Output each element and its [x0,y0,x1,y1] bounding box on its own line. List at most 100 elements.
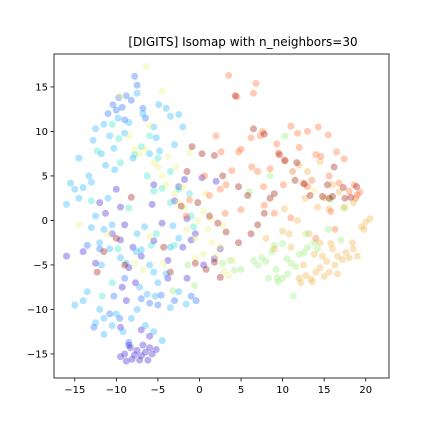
data-point [137,352,145,360]
data-point [127,314,135,322]
data-point [108,221,116,229]
data-point [175,183,183,191]
data-point [158,337,166,345]
data-point [131,351,139,359]
data-point [114,245,122,253]
data-point [316,264,324,272]
data-point [219,259,227,267]
data-point [125,338,133,346]
data-point [294,129,302,137]
data-point [252,79,260,87]
data-point [79,184,87,191]
data-point [341,203,349,211]
data-point [75,154,83,162]
data-point [67,179,75,187]
data-point [335,188,343,196]
data-point [92,319,100,327]
data-point [102,161,109,169]
data-point [121,129,129,137]
data-point [329,181,336,189]
data-point [131,145,139,153]
x-tick-label: 5 [238,385,244,396]
data-point [104,230,112,238]
data-point [118,103,126,111]
data-point [117,254,124,262]
data-point [191,234,199,242]
data-point [75,221,83,229]
data-point [329,245,336,253]
data-point [248,163,256,171]
data-point [275,151,283,159]
data-point [175,234,183,242]
data-point [210,255,218,263]
data-point [320,273,328,280]
data-point [260,130,268,138]
data-point [150,159,158,167]
data-point [287,214,295,222]
data-point [125,119,133,126]
data-point [258,254,266,262]
data-point [156,147,164,155]
data-point [129,243,137,251]
data-point [115,135,123,143]
data-point [308,176,316,184]
data-point [117,353,124,361]
data-point [327,240,335,248]
data-point [310,250,318,258]
data-point [214,219,222,227]
data-point [122,92,130,100]
data-point [345,187,353,195]
data-point [233,93,241,101]
data-point [273,140,281,148]
data-point [338,256,346,264]
data-point [154,279,162,287]
data-point [150,328,158,336]
data-point [181,203,188,211]
data-point [100,248,108,256]
data-point [325,268,333,276]
data-point [175,185,183,193]
data-point [158,219,166,227]
data-point [146,233,154,240]
data-point [109,101,117,109]
data-point [110,292,118,300]
data-point [106,245,114,253]
x-tick-label: 0 [196,385,202,396]
data-point [83,288,91,296]
points-layer [63,63,374,365]
data-point [329,192,336,200]
data-point [347,193,355,201]
data-point [71,301,79,309]
data-point [97,150,105,158]
data-point [139,104,147,112]
data-point [96,199,104,207]
data-point [117,159,124,167]
data-point [166,304,174,312]
data-point [146,132,154,140]
data-point [142,63,150,70]
data-point [146,344,154,352]
data-point [293,159,301,167]
data-point [222,228,230,236]
data-point [212,252,220,260]
data-point [331,225,339,233]
data-point [237,206,245,214]
data-point [139,265,147,273]
data-point [294,217,302,224]
data-point [83,241,91,249]
data-point [179,243,187,251]
data-point [150,123,158,131]
data-point [152,230,160,238]
series-2 [63,89,190,345]
data-point [146,150,154,158]
data-point [148,350,156,358]
data-point [146,122,154,130]
data-point [245,188,253,196]
data-point [129,154,137,162]
data-point [104,110,112,118]
data-point [295,250,303,258]
data-point [334,270,341,278]
data-point [136,356,144,364]
data-point [279,274,287,282]
